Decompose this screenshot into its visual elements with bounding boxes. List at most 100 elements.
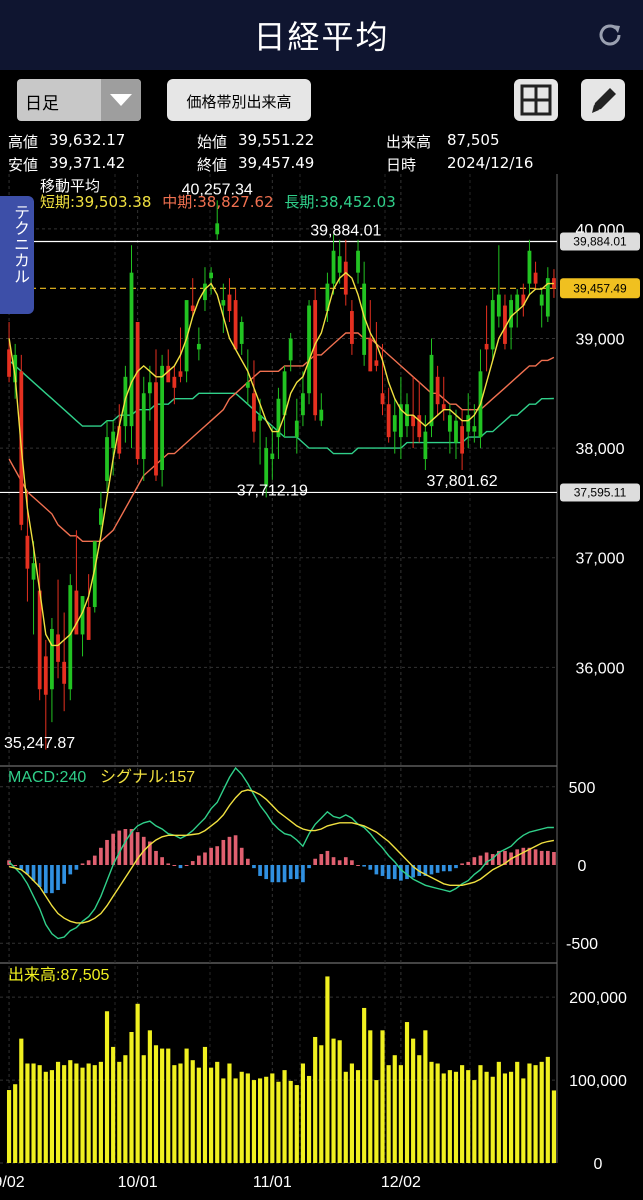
candle <box>43 656 48 695</box>
volume-bar <box>453 1071 459 1163</box>
macd-histogram-bar <box>313 858 318 865</box>
period-select[interactable]: 日足 <box>17 79 141 121</box>
volume-bar <box>251 1080 257 1163</box>
price-annotation: 35,247.87 <box>4 735 75 752</box>
volume-bar <box>527 1063 532 1163</box>
candle <box>56 634 60 662</box>
volume-stat-value: 87,505 <box>447 131 500 149</box>
macd-histogram-bar <box>343 857 348 865</box>
macd-histogram-bar <box>56 865 60 891</box>
x-tick-label: 9/02 <box>0 1174 25 1191</box>
macd-histogram-bar <box>154 850 158 865</box>
volume-bar <box>264 1076 269 1163</box>
volume-bar <box>153 1045 159 1163</box>
refresh-icon[interactable] <box>595 20 625 50</box>
candle <box>105 437 109 481</box>
volume-bar <box>202 1046 208 1163</box>
price-tick-label: 37,000 <box>576 551 625 568</box>
candle <box>527 250 532 284</box>
low-label: 安値 <box>8 156 39 174</box>
macd-histogram-bar <box>252 865 256 869</box>
volume-bar <box>31 1063 36 1163</box>
candle <box>356 250 360 273</box>
volume-bar <box>380 1030 385 1163</box>
macd-histogram-bar <box>105 839 109 865</box>
ma-long-legend: 長期:38,452.03 <box>284 193 396 211</box>
current-price-badge <box>560 278 640 299</box>
volume-bar <box>141 1055 146 1163</box>
volume-bar <box>545 1056 550 1163</box>
macd-histogram-bar <box>497 850 501 865</box>
macd-tick-label: -500 <box>566 936 598 953</box>
volume-bar <box>92 1065 97 1163</box>
volume-bar <box>276 1081 281 1163</box>
candle <box>80 596 85 635</box>
volume-bar <box>123 1055 128 1163</box>
long-ma-line <box>8 359 554 455</box>
macd-histogram-bar <box>515 849 520 865</box>
volume-bar <box>429 1061 434 1163</box>
technical-tab-label: テクニカル <box>11 204 30 284</box>
candle <box>294 420 299 438</box>
stock-chart[interactable]: 9/02 10/01 11/01 12/02 36,000 37,000 38,000 39,… <box>0 174 643 1200</box>
macd-histogram-bar <box>331 857 336 865</box>
macd-histogram-bar <box>325 850 330 865</box>
volume-bar <box>55 1061 61 1163</box>
candle <box>172 376 177 388</box>
volume-bar <box>386 1065 391 1163</box>
volume-bar <box>104 1011 110 1163</box>
volume-bar <box>331 1038 336 1163</box>
macd-histogram-bar <box>472 857 477 865</box>
volume-bar <box>209 1067 214 1163</box>
volume-bar <box>337 1040 342 1163</box>
x-tick-label: 12/02 <box>381 1174 421 1191</box>
macd-histogram-bar <box>166 863 171 865</box>
candle <box>454 420 458 443</box>
candle <box>521 294 526 306</box>
macd-histogram-bar <box>441 865 446 872</box>
volume-bar <box>423 1030 428 1163</box>
candle <box>62 661 67 684</box>
candle <box>86 607 91 640</box>
chevron-down-icon[interactable] <box>101 79 141 121</box>
candle <box>215 223 220 235</box>
volume-bar <box>196 1067 201 1163</box>
high-label: 高値 <box>8 133 39 151</box>
candle <box>539 294 544 306</box>
volume-bar <box>80 1067 85 1163</box>
macd-tick-label: 500 <box>569 780 596 797</box>
macd-histogram-bar <box>245 858 250 865</box>
macd-histogram-bar <box>148 841 152 865</box>
volume-bar <box>98 1061 103 1163</box>
volume-bar <box>288 1080 293 1163</box>
volume-bar <box>325 976 330 1163</box>
reference-label: 39,884.01 <box>573 235 627 249</box>
macd-histogram-bar <box>264 865 269 880</box>
ma-short-legend: 短期:39,503.38 <box>40 193 152 211</box>
volume-bar <box>68 1060 73 1163</box>
volume-bar <box>447 1070 452 1163</box>
price-volume-button[interactable]: 価格帯別出来高 <box>167 79 311 121</box>
macd-histogram-bar <box>533 849 538 865</box>
macd-tick-label: 0 <box>578 858 587 875</box>
date-value: 2024/12/16 <box>447 154 534 172</box>
signal-line <box>8 789 555 924</box>
technical-tab[interactable]: テクニカル <box>0 196 34 314</box>
volume-bar <box>521 1078 526 1163</box>
grid-button[interactable] <box>514 79 558 121</box>
macd-histogram-bar <box>190 861 195 865</box>
reference-badge <box>560 232 640 251</box>
candle <box>147 382 152 394</box>
macd-histogram-bar <box>209 847 213 865</box>
volume-bar <box>117 1061 122 1163</box>
macd-histogram-bar <box>68 865 73 875</box>
volume-bar <box>178 1063 183 1163</box>
candle <box>362 283 367 355</box>
candle <box>25 535 30 569</box>
macd-histogram-bar <box>490 854 495 865</box>
edit-button[interactable] <box>581 79 625 121</box>
candle <box>203 283 207 301</box>
volume-bar <box>257 1078 263 1163</box>
candle <box>503 305 507 344</box>
macd-histogram-bar <box>74 865 79 870</box>
